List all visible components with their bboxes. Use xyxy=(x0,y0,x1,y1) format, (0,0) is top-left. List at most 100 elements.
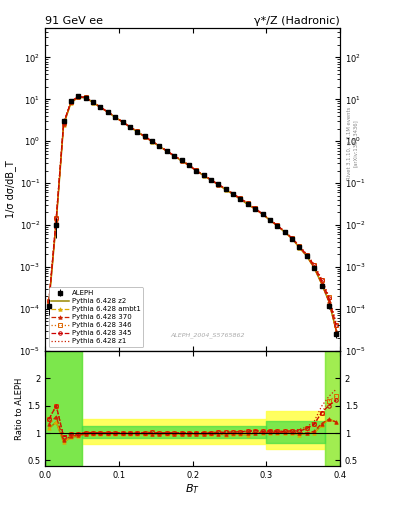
Pythia 6.428 370 xyxy=(113,114,118,120)
Pythia 6.428 345 xyxy=(76,93,81,99)
Pythia 6.428 345 xyxy=(61,119,66,125)
Pythia 6.428 346 xyxy=(135,129,140,135)
Pythia 6.428 ambt1 xyxy=(113,114,118,120)
Pythia 6.428 346 xyxy=(179,157,184,163)
Legend: ALEPH, Pythia 6.428 z2, Pythia 6.428 ambt1, Pythia 6.428 370, Pythia 6.428 346, : ALEPH, Pythia 6.428 z2, Pythia 6.428 amb… xyxy=(49,287,143,347)
Pythia 6.428 z1 xyxy=(223,186,228,192)
Pythia 6.428 345 xyxy=(334,323,339,329)
Line: Pythia 6.428 345: Pythia 6.428 345 xyxy=(47,95,338,327)
Pythia 6.428 346 xyxy=(91,99,95,105)
Pythia 6.428 z2 xyxy=(128,124,132,130)
Pythia 6.428 ambt1 xyxy=(69,100,73,106)
Pythia 6.428 ambt1 xyxy=(157,143,162,150)
Text: 91 GeV ee: 91 GeV ee xyxy=(45,16,103,26)
Pythia 6.428 z2 xyxy=(187,162,191,168)
Pythia 6.428 370 xyxy=(319,280,324,286)
Pythia 6.428 370 xyxy=(231,191,235,197)
Pythia 6.428 ambt1 xyxy=(98,104,103,111)
Text: [arXiv:1306.3436]: [arXiv:1306.3436] xyxy=(353,119,358,167)
Pythia 6.428 346 xyxy=(142,133,147,139)
Pythia 6.428 370 xyxy=(312,264,316,270)
Pythia 6.428 z1 xyxy=(327,293,331,300)
Pythia 6.428 345 xyxy=(105,109,110,115)
Line: Pythia 6.428 z2: Pythia 6.428 z2 xyxy=(49,97,336,331)
Pythia 6.428 z1 xyxy=(157,143,162,149)
Pythia 6.428 370 xyxy=(91,99,95,105)
Pythia 6.428 345 xyxy=(83,94,88,100)
Pythia 6.428 346 xyxy=(282,228,287,234)
Pythia 6.428 z2 xyxy=(290,236,294,242)
Pythia 6.428 z1 xyxy=(305,251,309,258)
Pythia 6.428 z2 xyxy=(209,177,213,183)
Pythia 6.428 370 xyxy=(135,129,140,135)
Pythia 6.428 z1 xyxy=(231,190,235,197)
Pythia 6.428 370 xyxy=(334,328,339,334)
Pythia 6.428 z2 xyxy=(83,95,88,101)
Pythia 6.428 370 xyxy=(142,134,147,140)
Pythia 6.428 z2 xyxy=(164,148,169,154)
Pythia 6.428 z2 xyxy=(54,219,59,225)
Pythia 6.428 346 xyxy=(113,114,118,120)
Line: Pythia 6.428 370: Pythia 6.428 370 xyxy=(47,95,338,332)
Pythia 6.428 370 xyxy=(282,229,287,235)
Pythia 6.428 370 xyxy=(150,138,154,144)
Pythia 6.428 ambt1 xyxy=(297,245,302,251)
Pythia 6.428 z1 xyxy=(172,153,176,159)
Pythia 6.428 z2 xyxy=(179,158,184,164)
Pythia 6.428 ambt1 xyxy=(179,158,184,164)
Pythia 6.428 370 xyxy=(105,109,110,115)
Pythia 6.428 346 xyxy=(194,167,198,174)
Pythia 6.428 346 xyxy=(260,211,265,217)
Pythia 6.428 345 xyxy=(201,172,206,178)
Pythia 6.428 z1 xyxy=(238,196,243,202)
Pythia 6.428 345 xyxy=(246,200,250,206)
Pythia 6.428 346 xyxy=(83,94,88,100)
Pythia 6.428 346 xyxy=(69,99,73,105)
Pythia 6.428 346 xyxy=(238,196,243,202)
Pythia 6.428 346 xyxy=(231,190,235,197)
Pythia 6.428 345 xyxy=(164,147,169,154)
Pythia 6.428 ambt1 xyxy=(327,298,331,305)
Pythia 6.428 ambt1 xyxy=(61,121,66,127)
Pythia 6.428 346 xyxy=(76,93,81,99)
Pythia 6.428 345 xyxy=(113,114,118,120)
Pythia 6.428 ambt1 xyxy=(238,196,243,202)
Pythia 6.428 345 xyxy=(238,196,243,202)
Pythia 6.428 346 xyxy=(54,215,59,221)
Pythia 6.428 z2 xyxy=(238,196,243,202)
Pythia 6.428 345 xyxy=(209,177,213,183)
Pythia 6.428 370 xyxy=(268,217,272,223)
Pythia 6.428 z2 xyxy=(61,121,66,127)
Pythia 6.428 345 xyxy=(69,99,73,105)
Pythia 6.428 z1 xyxy=(46,298,51,305)
Pythia 6.428 345 xyxy=(157,143,162,149)
Pythia 6.428 345 xyxy=(91,99,95,105)
Pythia 6.428 345 xyxy=(54,215,59,221)
Pythia 6.428 346 xyxy=(157,143,162,149)
Pythia 6.428 346 xyxy=(187,162,191,168)
Text: γ*/Z (Hadronic): γ*/Z (Hadronic) xyxy=(254,16,340,26)
Pythia 6.428 z2 xyxy=(216,182,221,188)
Pythia 6.428 ambt1 xyxy=(46,301,51,307)
Pythia 6.428 346 xyxy=(120,119,125,125)
Pythia 6.428 345 xyxy=(135,129,140,135)
Pythia 6.428 346 xyxy=(253,205,257,211)
Pythia 6.428 345 xyxy=(216,181,221,187)
Pythia 6.428 370 xyxy=(275,223,280,229)
Pythia 6.428 370 xyxy=(98,104,103,111)
Pythia 6.428 370 xyxy=(194,167,198,174)
Pythia 6.428 z2 xyxy=(135,129,140,135)
Pythia 6.428 370 xyxy=(54,217,59,223)
Pythia 6.428 z2 xyxy=(76,94,81,100)
Pythia 6.428 z2 xyxy=(305,253,309,259)
Pythia 6.428 346 xyxy=(61,119,66,125)
Y-axis label: 1/σ dσ/dB_T: 1/σ dσ/dB_T xyxy=(6,161,17,218)
Pythia 6.428 ambt1 xyxy=(120,119,125,125)
Pythia 6.428 z2 xyxy=(334,328,339,334)
Pythia 6.428 z1 xyxy=(312,261,316,267)
Pythia 6.428 z2 xyxy=(260,211,265,218)
X-axis label: $B_T$: $B_T$ xyxy=(185,482,200,496)
Pythia 6.428 345 xyxy=(290,235,294,241)
Pythia 6.428 z1 xyxy=(334,321,339,327)
Pythia 6.428 346 xyxy=(297,243,302,249)
